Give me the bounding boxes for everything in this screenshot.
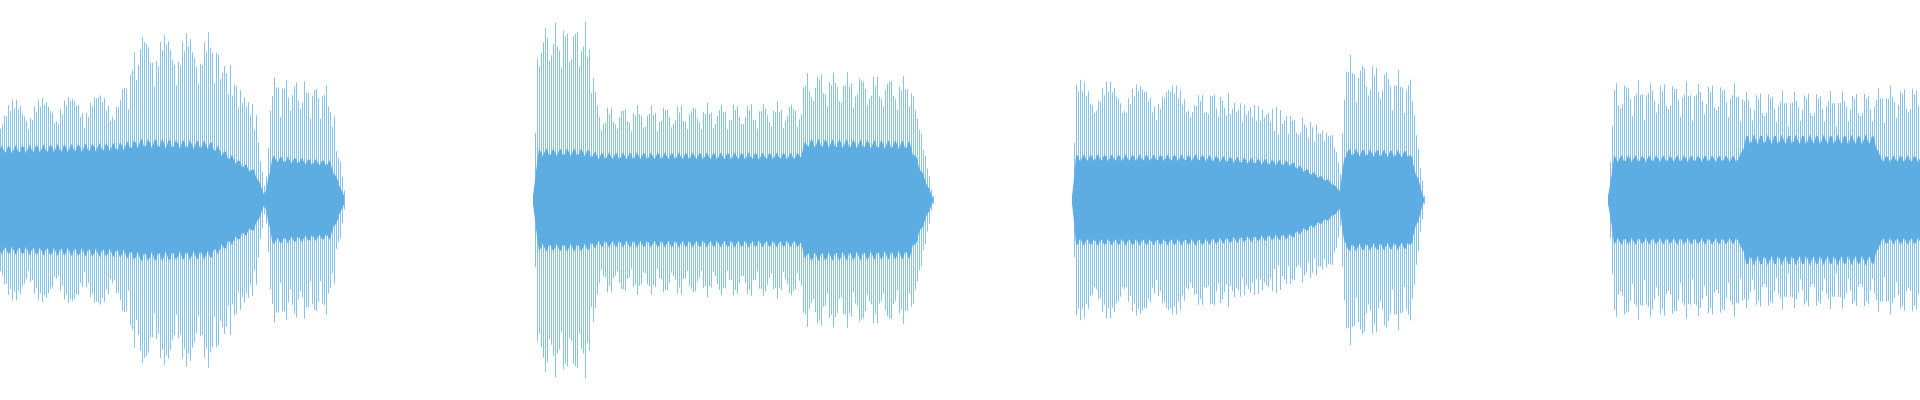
waveform-core	[533, 138, 933, 262]
waveform-core	[1072, 148, 1424, 252]
waveform-core	[1608, 134, 1920, 266]
waveform-core	[0, 138, 344, 262]
